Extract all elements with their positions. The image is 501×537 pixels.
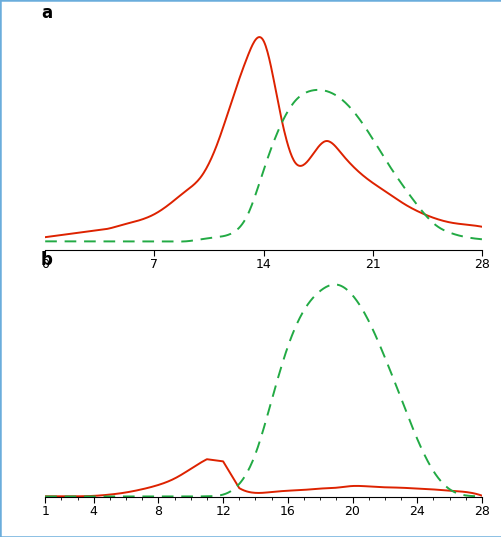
Text: a: a <box>41 4 52 23</box>
Text: b: b <box>41 251 53 270</box>
